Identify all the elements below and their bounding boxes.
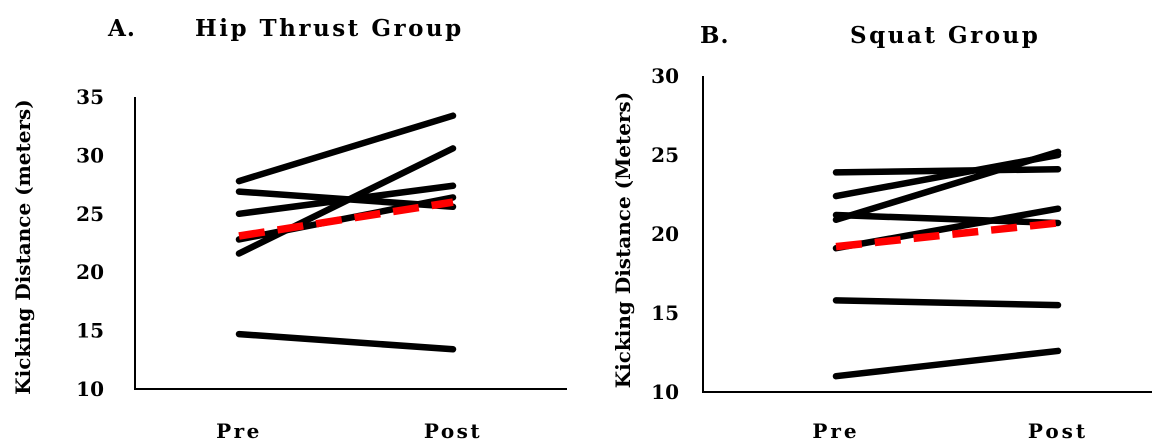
y-tick-label: 30 xyxy=(651,64,679,88)
chart-title: Squat Group xyxy=(850,22,1040,49)
mean-line xyxy=(238,198,454,240)
participant-line xyxy=(832,165,1062,176)
participant-line xyxy=(832,148,1062,224)
participant-line xyxy=(832,205,1062,252)
y-tick-label: 25 xyxy=(76,202,104,226)
data-lines xyxy=(832,148,1062,380)
y-tick-label: 35 xyxy=(76,85,104,109)
axes xyxy=(702,76,1152,393)
axes xyxy=(134,97,567,390)
y-tick-label: 20 xyxy=(651,222,679,246)
x-tick-labels: Pre Post xyxy=(812,419,1088,442)
x-category-label: Post xyxy=(1028,419,1088,442)
y-tick-label: 15 xyxy=(651,301,679,325)
participant-line xyxy=(832,347,1062,380)
participant-line xyxy=(832,297,1062,309)
panel-label: A. xyxy=(107,15,136,42)
chart-panel-squat: B. Squat Group Kicking Distance (Meters)… xyxy=(580,0,1160,442)
y-tick-label: 30 xyxy=(76,143,104,167)
x-category-label: Pre xyxy=(216,419,262,442)
participant-line xyxy=(235,112,457,185)
y-axis-title: Kicking Distance (Meters) xyxy=(611,92,635,388)
y-tick-label: 15 xyxy=(76,319,104,343)
chart-title: Hip Thrust Group xyxy=(195,15,464,42)
x-tick-labels: Pre Post xyxy=(216,419,482,442)
participant-line xyxy=(235,145,457,257)
data-lines xyxy=(235,112,457,353)
chart-panel-hip-thrust: A. Hip Thrust Group Kicking Distance (me… xyxy=(11,15,567,442)
y-axis-title: Kicking Distance (meters) xyxy=(11,99,35,394)
participant-line xyxy=(235,330,457,353)
y-tick-label: 25 xyxy=(651,143,679,167)
y-tick-label: 20 xyxy=(76,260,104,284)
y-tick-labels: 10 15 20 25 30 35 xyxy=(76,85,104,401)
x-category-label: Post xyxy=(424,419,482,442)
y-tick-label: 10 xyxy=(76,377,104,401)
panel-label: B. xyxy=(700,22,729,49)
chart-svg-hip-thrust: A. Hip Thrust Group Kicking Distance (me… xyxy=(11,15,567,442)
y-tick-labels: 10 15 20 25 30 xyxy=(651,64,679,404)
participant-line xyxy=(832,211,1062,227)
y-tick-label: 10 xyxy=(651,380,679,404)
chart-svg-squat: B. Squat Group Kicking Distance (Meters)… xyxy=(611,22,1152,442)
x-category-label: Pre xyxy=(812,419,859,442)
